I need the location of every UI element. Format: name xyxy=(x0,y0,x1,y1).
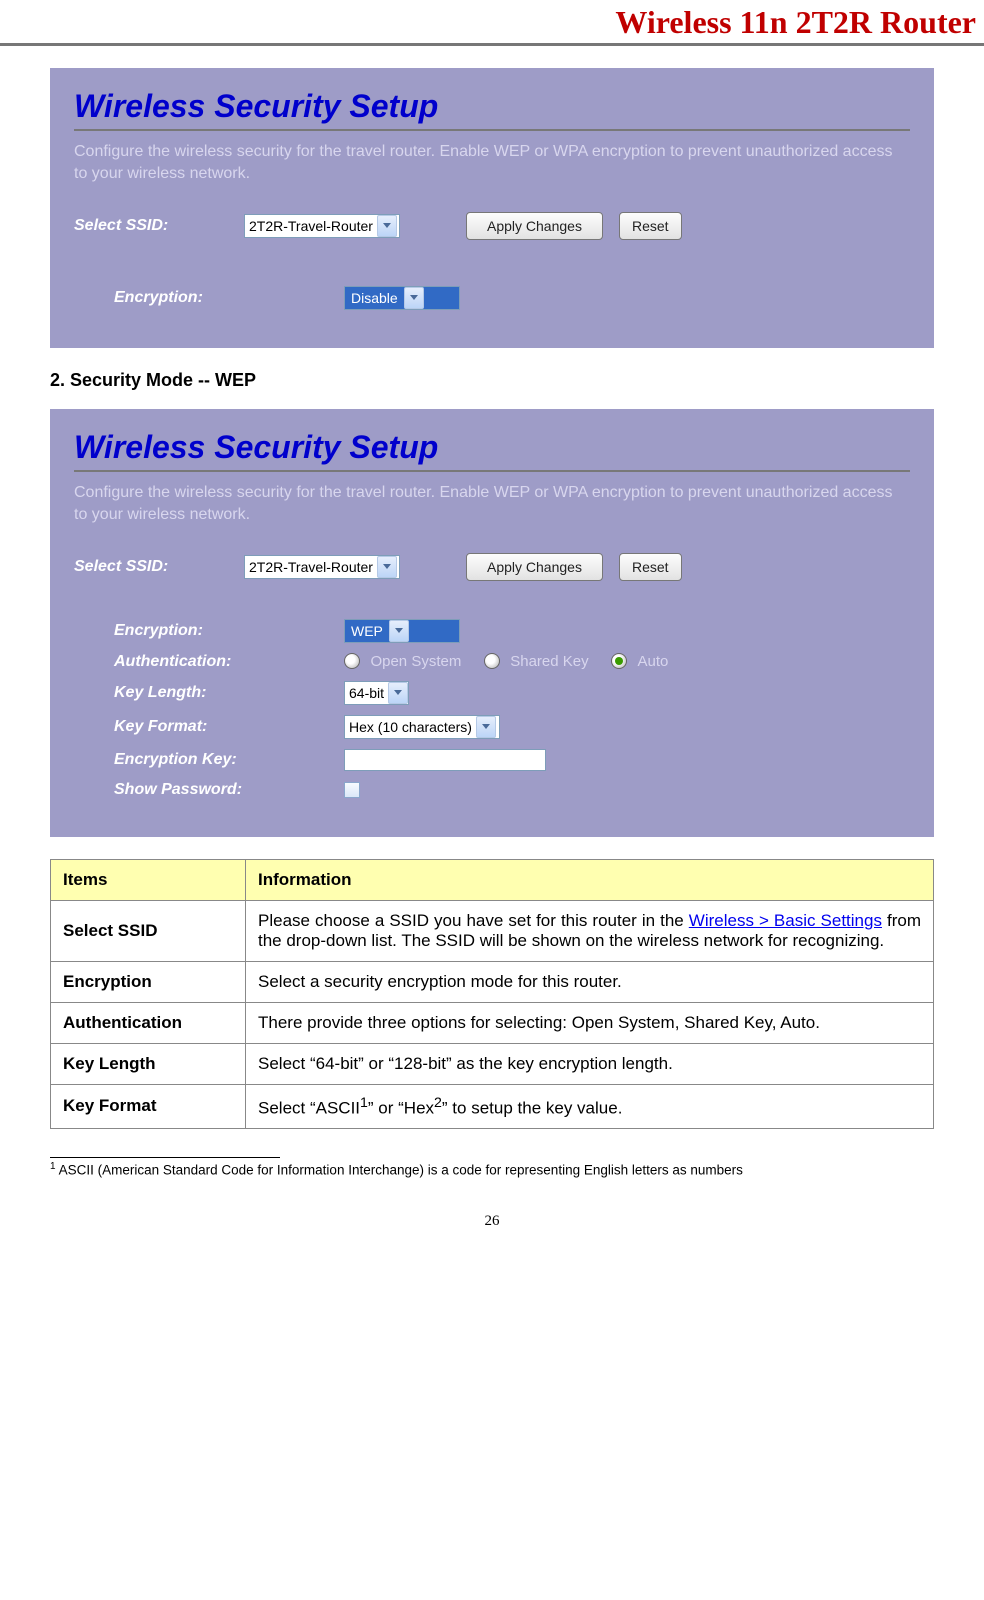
panel-description: Configure the wireless security for the … xyxy=(74,482,910,527)
cell-info: There provide three options for selectin… xyxy=(246,1002,934,1043)
select-ssid-label: Select SSID: xyxy=(74,558,244,576)
table-row: Key Format Select “ASCII1” or “Hex2” to … xyxy=(51,1084,934,1129)
page-header: Wireless 11n 2T2R Router xyxy=(0,0,984,46)
table-row: Authentication There provide three optio… xyxy=(51,1002,934,1043)
cell-item: Authentication xyxy=(51,1002,246,1043)
key-format-value: Hex (10 characters) xyxy=(349,719,472,735)
table-row: Encryption Select a security encryption … xyxy=(51,961,934,1002)
radio-open-system-label: Open System xyxy=(370,653,461,670)
encryption-select[interactable]: Disable xyxy=(344,286,460,310)
footnote-rule xyxy=(50,1157,280,1158)
reset-button[interactable]: Reset xyxy=(619,553,682,581)
ssid-select[interactable]: 2T2R-Travel-Router xyxy=(244,214,400,238)
ssid-value: 2T2R-Travel-Router xyxy=(249,559,373,575)
chevron-down-icon xyxy=(377,215,397,237)
show-password-checkbox[interactable] xyxy=(344,782,360,798)
title-underline xyxy=(74,470,910,472)
items-information-table: Items Information Select SSID Please cho… xyxy=(50,859,934,1130)
col-information: Information xyxy=(246,859,934,900)
cell-item: Key Format xyxy=(51,1084,246,1129)
title-underline xyxy=(74,129,910,131)
chevron-down-icon xyxy=(389,620,409,642)
key-format-label: Key Format: xyxy=(74,718,344,736)
encryption-label: Encryption: xyxy=(74,622,344,640)
cell-info: Select “ASCII1” or “Hex2” to setup the k… xyxy=(246,1084,934,1129)
table-row: Key Length Select “64-bit” or “128-bit” … xyxy=(51,1043,934,1084)
apply-changes-button[interactable]: Apply Changes xyxy=(466,553,603,581)
radio-shared-key-label: Shared Key xyxy=(510,653,588,670)
cell-item: Select SSID xyxy=(51,900,246,961)
table-row: Select SSID Please choose a SSID you hav… xyxy=(51,900,934,961)
security-panel-wep: Wireless Security Setup Configure the wi… xyxy=(50,409,934,837)
authentication-label: Authentication: xyxy=(74,653,344,671)
encryption-key-input[interactable] xyxy=(344,749,546,771)
chevron-down-icon xyxy=(388,682,408,704)
reset-button[interactable]: Reset xyxy=(619,212,682,240)
key-length-label: Key Length: xyxy=(74,684,344,702)
key-format-select[interactable]: Hex (10 characters) xyxy=(344,715,500,739)
header-title: Wireless 11n 2T2R Router xyxy=(615,4,976,40)
col-items: Items xyxy=(51,859,246,900)
ssid-select[interactable]: 2T2R-Travel-Router xyxy=(244,555,400,579)
table-header-row: Items Information xyxy=(51,859,934,900)
footnote: 1 ASCII (American Standard Code for Info… xyxy=(50,1160,934,1179)
chevron-down-icon xyxy=(404,287,424,309)
security-panel-disable: Wireless Security Setup Configure the wi… xyxy=(50,68,934,348)
radio-open-system[interactable] xyxy=(344,653,360,669)
apply-changes-button[interactable]: Apply Changes xyxy=(466,212,603,240)
footnote-ref-2: 2 xyxy=(434,1095,442,1111)
chevron-down-icon xyxy=(377,556,397,578)
encryption-select[interactable]: WEP xyxy=(344,619,460,643)
panel-title: Wireless Security Setup xyxy=(74,429,910,466)
encryption-value: Disable xyxy=(349,290,400,306)
cell-item: Key Length xyxy=(51,1043,246,1084)
select-ssid-label: Select SSID: xyxy=(74,217,244,235)
cell-item: Encryption xyxy=(51,961,246,1002)
ssid-value: 2T2R-Travel-Router xyxy=(249,218,373,234)
authentication-options: Open System Shared Key Auto xyxy=(344,653,686,671)
key-length-value: 64-bit xyxy=(349,685,384,701)
footnote-ref-1: 1 xyxy=(360,1095,368,1111)
encryption-value: WEP xyxy=(349,623,385,639)
section-heading: 2. Security Mode -- WEP xyxy=(50,370,934,391)
cell-info: Select a security encryption mode for th… xyxy=(246,961,934,1002)
radio-auto-label: Auto xyxy=(638,653,669,670)
radio-shared-key[interactable] xyxy=(484,653,500,669)
panel-description: Configure the wireless security for the … xyxy=(74,141,910,186)
wireless-basic-settings-link[interactable]: Wireless > Basic Settings xyxy=(689,911,882,930)
show-password-label: Show Password: xyxy=(74,781,344,799)
page-number: 26 xyxy=(0,1213,984,1230)
panel-title: Wireless Security Setup xyxy=(74,88,910,125)
cell-info: Select “64-bit” or “128-bit” as the key … xyxy=(246,1043,934,1084)
cell-info: Please choose a SSID you have set for th… xyxy=(246,900,934,961)
chevron-down-icon xyxy=(476,716,496,738)
footnote-text: ASCII (American Standard Code for Inform… xyxy=(56,1163,743,1178)
key-length-select[interactable]: 64-bit xyxy=(344,681,409,705)
encryption-label: Encryption: xyxy=(74,289,344,307)
encryption-key-label: Encryption Key: xyxy=(74,751,344,769)
radio-auto[interactable] xyxy=(611,653,627,669)
